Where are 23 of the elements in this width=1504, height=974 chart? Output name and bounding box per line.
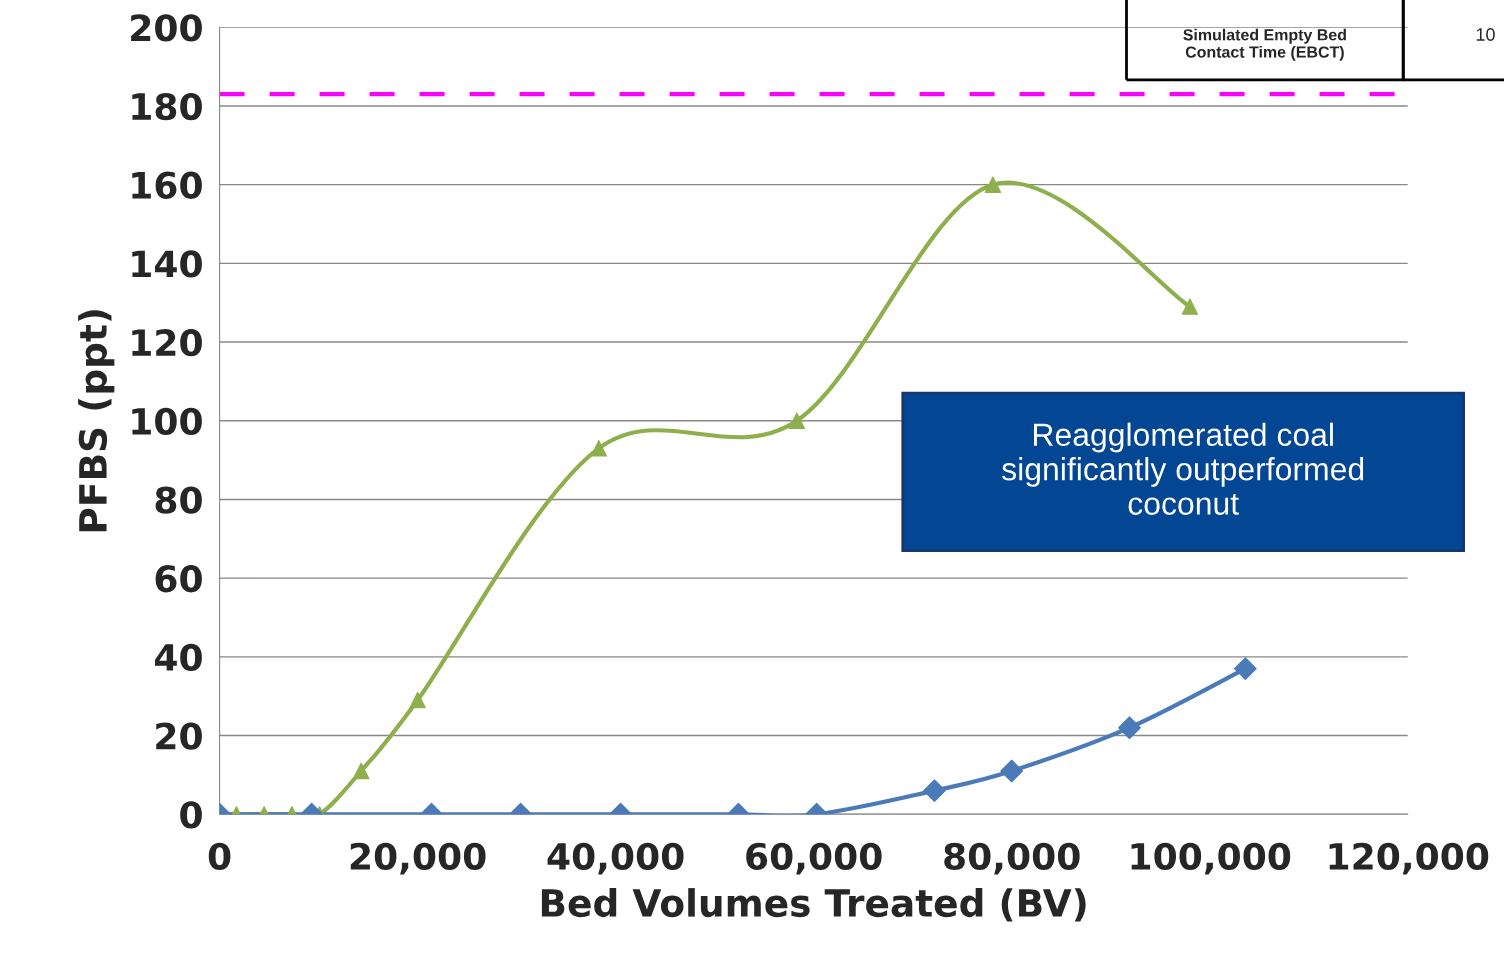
y-tick-label: 200 (131, 14, 202, 42)
x-tick-label: 80,000 (944, 842, 1080, 875)
y-tick-label: 140 (132, 250, 202, 278)
y-tick-label: 180 (132, 92, 202, 121)
y-tick-label: 120 (132, 328, 202, 357)
x-tick-label: 0 (208, 842, 231, 870)
annotation: Reagglomerated coal significantly outperformed coconut (1002, 422, 1364, 515)
x-tick-label: 60,000 (746, 842, 882, 875)
y-tick-label: 0 (180, 801, 202, 829)
y-tick-label: 100 (132, 407, 202, 435)
y-axis-title: PFBS (ppt) (78, 310, 115, 532)
x-tick-label: 120,000 (1329, 842, 1489, 875)
x-axis-title: Bed Volumes Treated (BV) (541, 888, 1086, 922)
text: 10 (1476, 28, 1495, 41)
y-tick-label: 20 (156, 722, 202, 750)
y-tick-label: 80 (155, 486, 202, 514)
annotation: Simulated Empty Bed Contact Time (EBCT) (1183, 28, 1346, 61)
x-tick-label: 100,000 (1131, 842, 1291, 875)
y-tick-label: 60 (155, 565, 202, 593)
x-tick-label: 40,000 (547, 842, 684, 875)
x-tick-label: 20,000 (350, 842, 486, 875)
y-tick-label: 160 (132, 171, 202, 199)
y-tick-label: 40 (154, 643, 202, 672)
